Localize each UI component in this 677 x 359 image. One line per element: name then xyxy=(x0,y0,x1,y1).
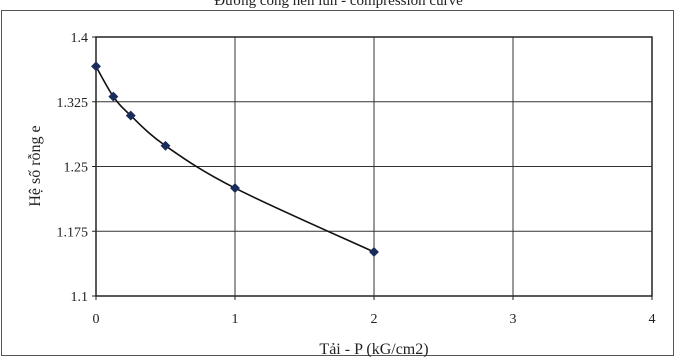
chart-title: Đường cong nén lún - compression curve xyxy=(214,0,463,9)
data-point xyxy=(125,110,136,121)
x-tick-label: 2 xyxy=(371,312,378,327)
x-tick-label: 1 xyxy=(232,312,239,327)
x-axis-title: Tải - P (kG/cm2) xyxy=(319,341,428,358)
x-tick-label: 3 xyxy=(510,312,517,327)
y-tick-label: 1.4 xyxy=(71,31,89,46)
x-tick-labels: 0 1 2 3 4 xyxy=(93,312,656,327)
y-tick-labels: 1.1 1.175 1.25 1.325 1.4 xyxy=(57,31,89,305)
y-tick-label: 1.1 xyxy=(71,290,89,305)
data-point xyxy=(108,91,119,102)
data-point xyxy=(230,183,240,194)
data-points xyxy=(91,61,379,257)
y-axis-title: Hệ số rỗng e xyxy=(27,125,44,206)
y-tick-label: 1.25 xyxy=(64,161,89,176)
y-tick-label: 1.325 xyxy=(57,96,89,111)
data-point xyxy=(160,140,171,151)
x-tick-label: 4 xyxy=(649,312,656,327)
x-tick-label: 0 xyxy=(93,312,100,327)
data-point xyxy=(369,247,379,257)
y-tick-label: 1.175 xyxy=(57,225,89,240)
data-point xyxy=(91,61,101,72)
